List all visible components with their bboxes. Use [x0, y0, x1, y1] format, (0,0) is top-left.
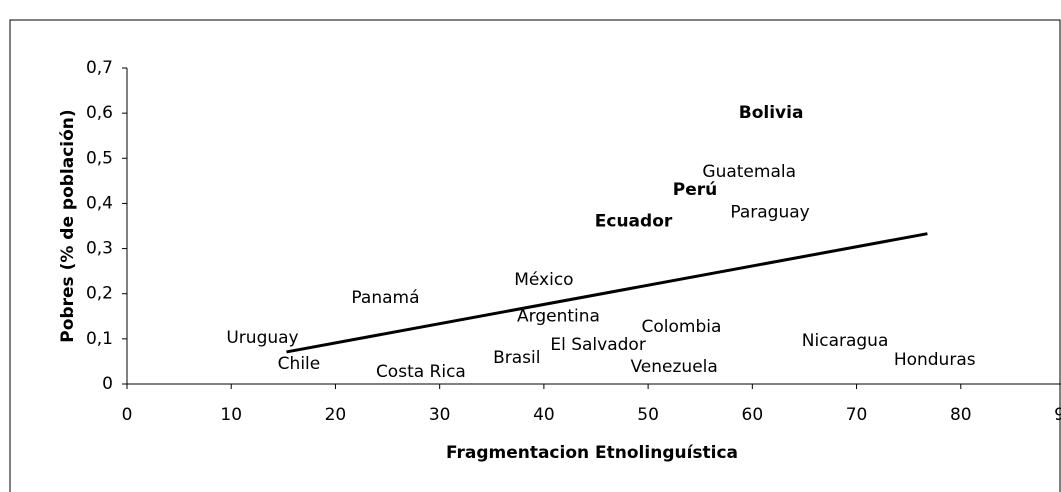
y-tick-label: 0,4 — [86, 193, 113, 213]
point-label: El Salvador — [550, 335, 645, 355]
y-tick-label: 0,7 — [86, 58, 113, 78]
chart-frame — [9, 19, 1061, 492]
y-tick-label: 0,1 — [86, 329, 113, 349]
y-axis-title: Pobres (% de población) — [58, 109, 78, 342]
point-label: Brasil — [493, 348, 540, 368]
x-tick-label: 40 — [533, 405, 555, 425]
x-tick-label: 50 — [637, 405, 659, 425]
x-tick-label: 70 — [846, 405, 868, 425]
point-label: Colombia — [642, 317, 722, 337]
point-label: Guatemala — [702, 162, 796, 182]
x-tick-label: 60 — [742, 405, 764, 425]
x-tick-label: 10 — [220, 405, 242, 425]
x-tick-label: 20 — [325, 405, 347, 425]
point-label: Uruguay — [226, 328, 298, 348]
x-axis-title: Fragmentacion Etnolinguística — [446, 443, 738, 463]
point-label: Honduras — [894, 350, 976, 370]
y-tick-label: 0 — [102, 374, 113, 394]
point-label: Bolivia — [739, 103, 804, 123]
point-label: Nicaragua — [802, 331, 889, 351]
x-tick-label: 30 — [429, 405, 451, 425]
point-label: Paraguay — [730, 202, 809, 222]
y-tick-label: 0,6 — [86, 103, 113, 123]
point-label: Ecuador — [595, 211, 673, 231]
point-label: Chile — [278, 354, 321, 374]
x-tick-label: 80 — [950, 405, 972, 425]
point-label: Panamá — [351, 288, 419, 308]
point-label: Venezuela — [631, 357, 718, 377]
trendline — [286, 232, 928, 354]
point-label: Costa Rica — [376, 362, 466, 382]
point-label: Argentina — [517, 306, 600, 326]
x-tick-label: 90 — [1054, 405, 1061, 425]
point-label: Perú — [673, 180, 717, 200]
y-tick-label: 0,3 — [86, 239, 113, 259]
point-label: México — [514, 270, 573, 290]
x-tick-label: 0 — [122, 405, 133, 425]
y-tick-label: 0,2 — [86, 284, 113, 304]
y-tick-label: 0,5 — [86, 148, 113, 168]
